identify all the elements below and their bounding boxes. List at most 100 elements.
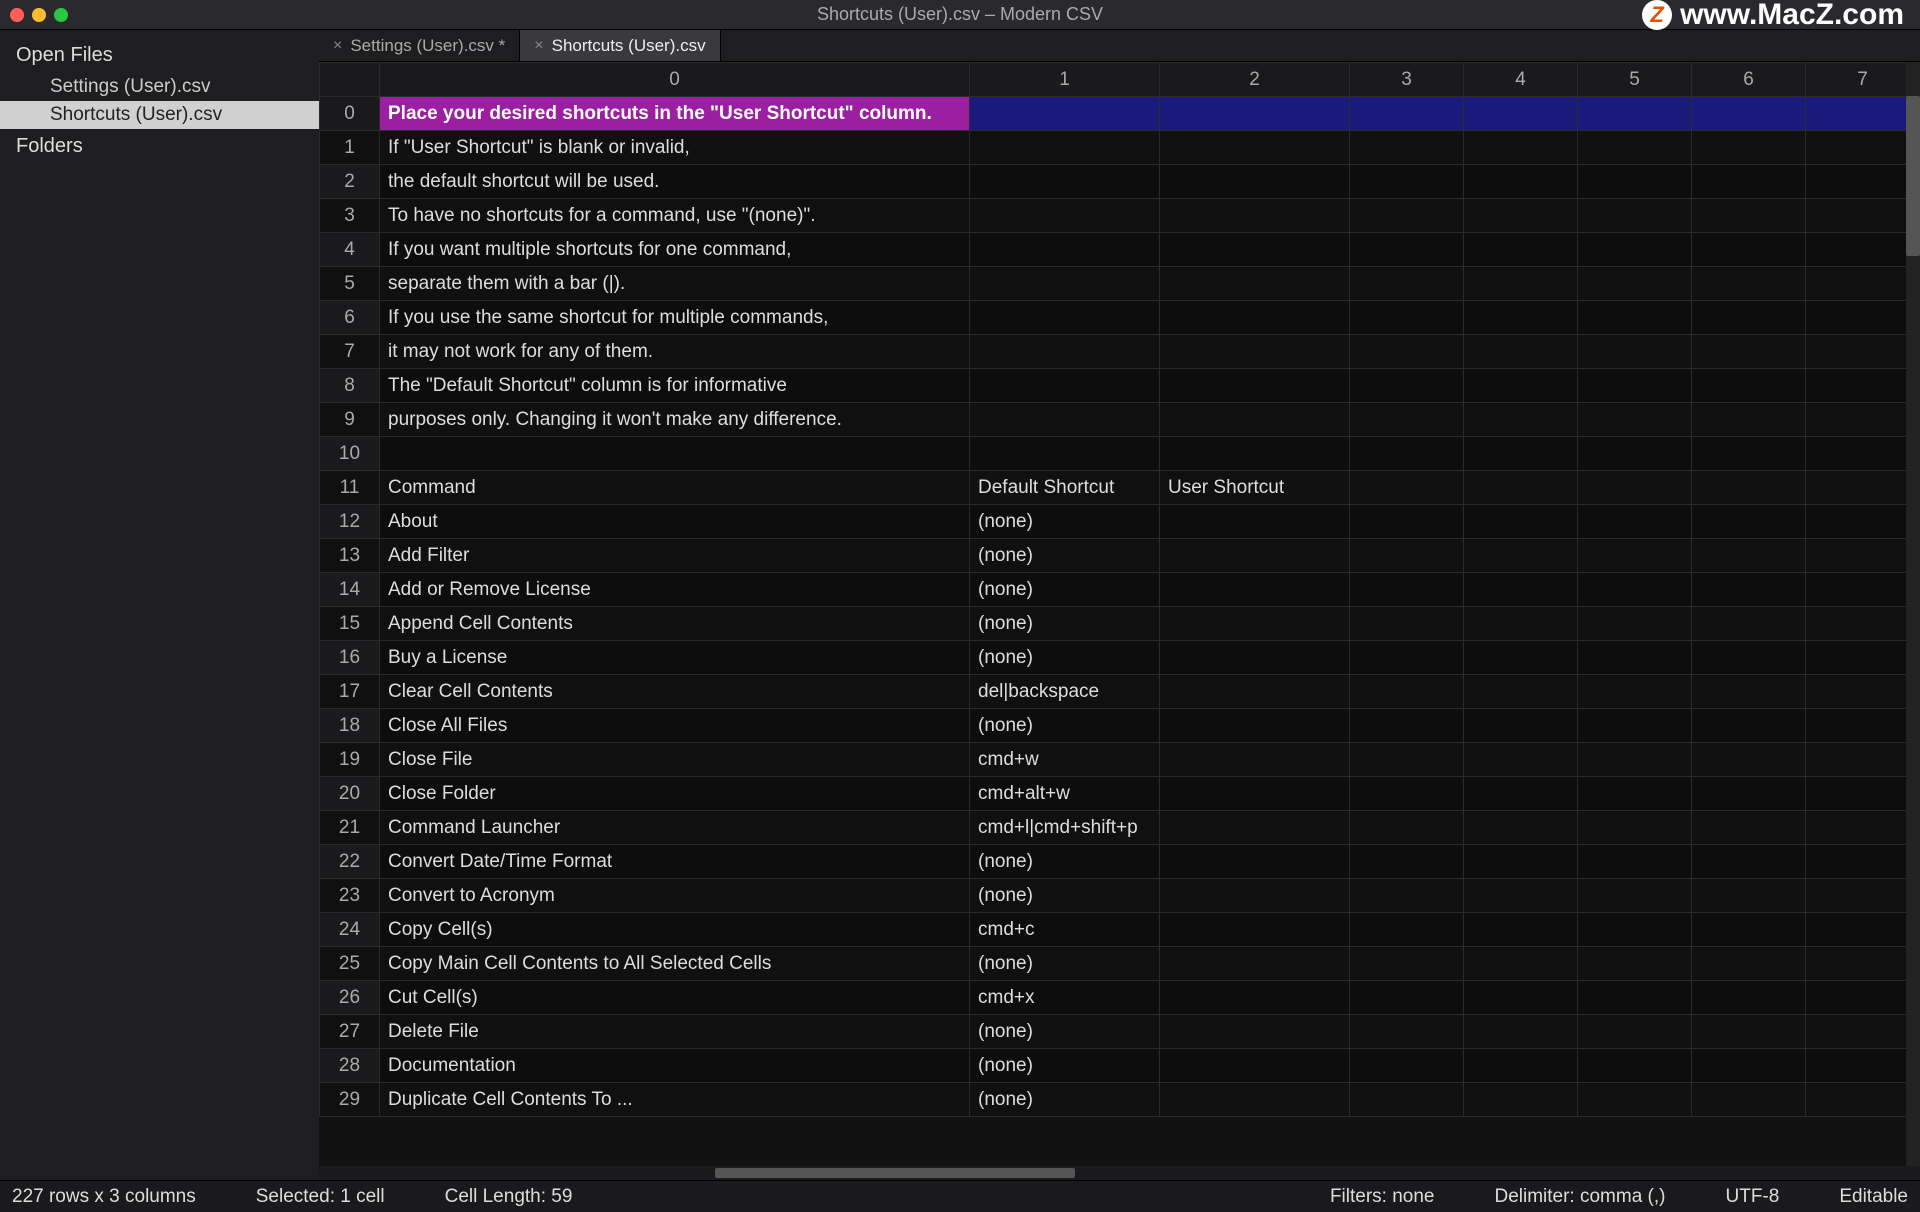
- grid-cell[interactable]: [1806, 131, 1920, 165]
- grid-viewport[interactable]: 012345670Place your desired shortcuts in…: [319, 62, 1920, 1166]
- horizontal-scrollbar[interactable]: [319, 1166, 1920, 1180]
- grid-cell[interactable]: cmd+c: [970, 913, 1160, 947]
- grid-cell[interactable]: [1464, 131, 1578, 165]
- grid-cell[interactable]: [1578, 369, 1692, 403]
- grid-cell[interactable]: Command: [380, 471, 970, 505]
- grid-cell[interactable]: [1160, 743, 1350, 777]
- grid-cell[interactable]: (none): [970, 607, 1160, 641]
- grid-cell[interactable]: [1578, 641, 1692, 675]
- grid-cell[interactable]: [1578, 1083, 1692, 1117]
- grid-cell[interactable]: [1464, 539, 1578, 573]
- grid-cell[interactable]: [1160, 845, 1350, 879]
- grid-cell[interactable]: cmd+alt+w: [970, 777, 1160, 811]
- grid-cell[interactable]: [1806, 913, 1920, 947]
- row-header[interactable]: 3: [320, 199, 380, 233]
- tab[interactable]: ×Shortcuts (User).csv: [520, 30, 720, 61]
- grid-cell[interactable]: [1160, 131, 1350, 165]
- column-header[interactable]: 3: [1350, 63, 1464, 97]
- grid-cell[interactable]: [1692, 573, 1806, 607]
- grid-cell[interactable]: [1692, 539, 1806, 573]
- grid-cell[interactable]: User Shortcut: [1160, 471, 1350, 505]
- grid-cell[interactable]: If you want multiple shortcuts for one c…: [380, 233, 970, 267]
- sidebar-section-header[interactable]: Folders: [0, 129, 319, 164]
- grid-cell[interactable]: [1806, 777, 1920, 811]
- grid-cell[interactable]: [1464, 573, 1578, 607]
- grid-cell[interactable]: [1350, 777, 1464, 811]
- grid-cell[interactable]: [1350, 471, 1464, 505]
- grid-cell[interactable]: Clear Cell Contents: [380, 675, 970, 709]
- grid-cell[interactable]: (none): [970, 1083, 1160, 1117]
- grid-cell[interactable]: Place your desired shortcuts in the "Use…: [380, 97, 970, 131]
- grid-cell[interactable]: [970, 369, 1160, 403]
- grid-cell[interactable]: [1160, 199, 1350, 233]
- grid-cell[interactable]: [1350, 743, 1464, 777]
- grid-cell[interactable]: [970, 199, 1160, 233]
- grid-cell[interactable]: (none): [970, 1015, 1160, 1049]
- grid-cell[interactable]: [1578, 709, 1692, 743]
- grid-cell[interactable]: [1806, 981, 1920, 1015]
- grid-cell[interactable]: [1578, 267, 1692, 301]
- grid-cell[interactable]: [1350, 505, 1464, 539]
- grid-cell[interactable]: [1578, 947, 1692, 981]
- grid-cell[interactable]: purposes only. Changing it won't make an…: [380, 403, 970, 437]
- close-icon[interactable]: ×: [333, 37, 342, 55]
- row-header[interactable]: 9: [320, 403, 380, 437]
- grid-cell[interactable]: [1578, 403, 1692, 437]
- grid-cell[interactable]: [1464, 199, 1578, 233]
- row-header[interactable]: 8: [320, 369, 380, 403]
- grid-cell[interactable]: (none): [970, 709, 1160, 743]
- grid-cell[interactable]: [1692, 743, 1806, 777]
- grid-cell[interactable]: [1692, 947, 1806, 981]
- grid-cell[interactable]: [1350, 539, 1464, 573]
- grid-cell[interactable]: [1692, 709, 1806, 743]
- grid-cell[interactable]: [1350, 301, 1464, 335]
- grid-corner[interactable]: [320, 63, 380, 97]
- grid-cell[interactable]: [1464, 165, 1578, 199]
- grid-cell[interactable]: [1806, 879, 1920, 913]
- grid-cell[interactable]: [1806, 539, 1920, 573]
- grid-cell[interactable]: [1464, 641, 1578, 675]
- grid-cell[interactable]: [1160, 641, 1350, 675]
- row-header[interactable]: 26: [320, 981, 380, 1015]
- grid-cell[interactable]: [1350, 1015, 1464, 1049]
- grid-cell[interactable]: [1350, 233, 1464, 267]
- grid-cell[interactable]: [1464, 335, 1578, 369]
- grid-cell[interactable]: [1160, 233, 1350, 267]
- grid-cell[interactable]: [1692, 335, 1806, 369]
- grid-cell[interactable]: [1464, 675, 1578, 709]
- grid-cell[interactable]: [1160, 1083, 1350, 1117]
- grid-cell[interactable]: [1806, 437, 1920, 471]
- grid-cell[interactable]: [1692, 131, 1806, 165]
- grid-cell[interactable]: [1806, 267, 1920, 301]
- grid-cell[interactable]: [1806, 709, 1920, 743]
- grid-cell[interactable]: [1160, 573, 1350, 607]
- grid-cell[interactable]: [1692, 403, 1806, 437]
- grid-cell[interactable]: it may not work for any of them.: [380, 335, 970, 369]
- grid-cell[interactable]: [1160, 607, 1350, 641]
- row-header[interactable]: 10: [320, 437, 380, 471]
- grid-cell[interactable]: cmd+x: [970, 981, 1160, 1015]
- row-header[interactable]: 13: [320, 539, 380, 573]
- grid-cell[interactable]: [970, 165, 1160, 199]
- grid-cell[interactable]: [1350, 981, 1464, 1015]
- grid-cell[interactable]: (none): [970, 641, 1160, 675]
- grid-cell[interactable]: [1350, 879, 1464, 913]
- sidebar-item[interactable]: Settings (User).csv: [0, 73, 319, 101]
- grid-cell[interactable]: [1350, 1083, 1464, 1117]
- grid-cell[interactable]: Close All Files: [380, 709, 970, 743]
- grid-cell[interactable]: [1806, 675, 1920, 709]
- grid-cell[interactable]: [1464, 879, 1578, 913]
- column-header[interactable]: 5: [1578, 63, 1692, 97]
- grid-cell[interactable]: (none): [970, 845, 1160, 879]
- grid-cell[interactable]: [1578, 233, 1692, 267]
- grid-cell[interactable]: [1350, 403, 1464, 437]
- grid-cell[interactable]: [1578, 437, 1692, 471]
- grid-cell[interactable]: [1806, 471, 1920, 505]
- grid-cell[interactable]: [1350, 97, 1464, 131]
- grid-cell[interactable]: [1692, 1015, 1806, 1049]
- grid-cell[interactable]: [1160, 675, 1350, 709]
- grid-cell[interactable]: Documentation: [380, 1049, 970, 1083]
- grid-cell[interactable]: [1350, 573, 1464, 607]
- grid-cell[interactable]: [1464, 743, 1578, 777]
- grid-cell[interactable]: [1160, 981, 1350, 1015]
